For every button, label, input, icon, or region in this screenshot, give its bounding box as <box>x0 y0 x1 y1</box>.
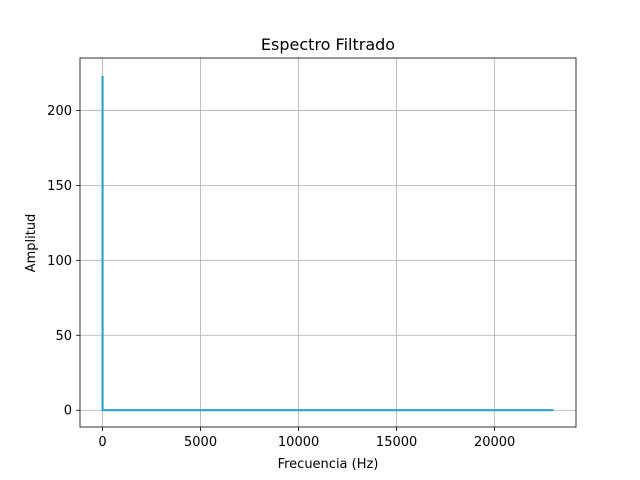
series-layer <box>101 75 554 412</box>
y-tick-label: 100 <box>47 254 72 269</box>
x-tick-label: 10000 <box>278 435 319 450</box>
y-tick-label: 150 <box>47 179 72 194</box>
y-axis-label: Amplitud <box>24 214 39 273</box>
x-axis-label: Frecuencia (Hz) <box>278 457 379 472</box>
x-tick-label: 15000 <box>376 435 417 450</box>
ticks: 0 5000 10000 15000 20000 0 50 100 150 200 <box>47 104 515 450</box>
plot-frame <box>79 57 577 428</box>
y-tick-label: 0 <box>64 404 72 419</box>
y-tick-label: 200 <box>47 104 72 119</box>
x-tick-label: 20000 <box>474 435 515 450</box>
x-tick-label: 5000 <box>184 435 217 450</box>
y-tick-label: 50 <box>55 329 72 344</box>
spectrum-line <box>101 75 554 412</box>
chart-title: Espectro Filtrado <box>261 35 395 54</box>
x-tick-label: 0 <box>98 435 106 450</box>
